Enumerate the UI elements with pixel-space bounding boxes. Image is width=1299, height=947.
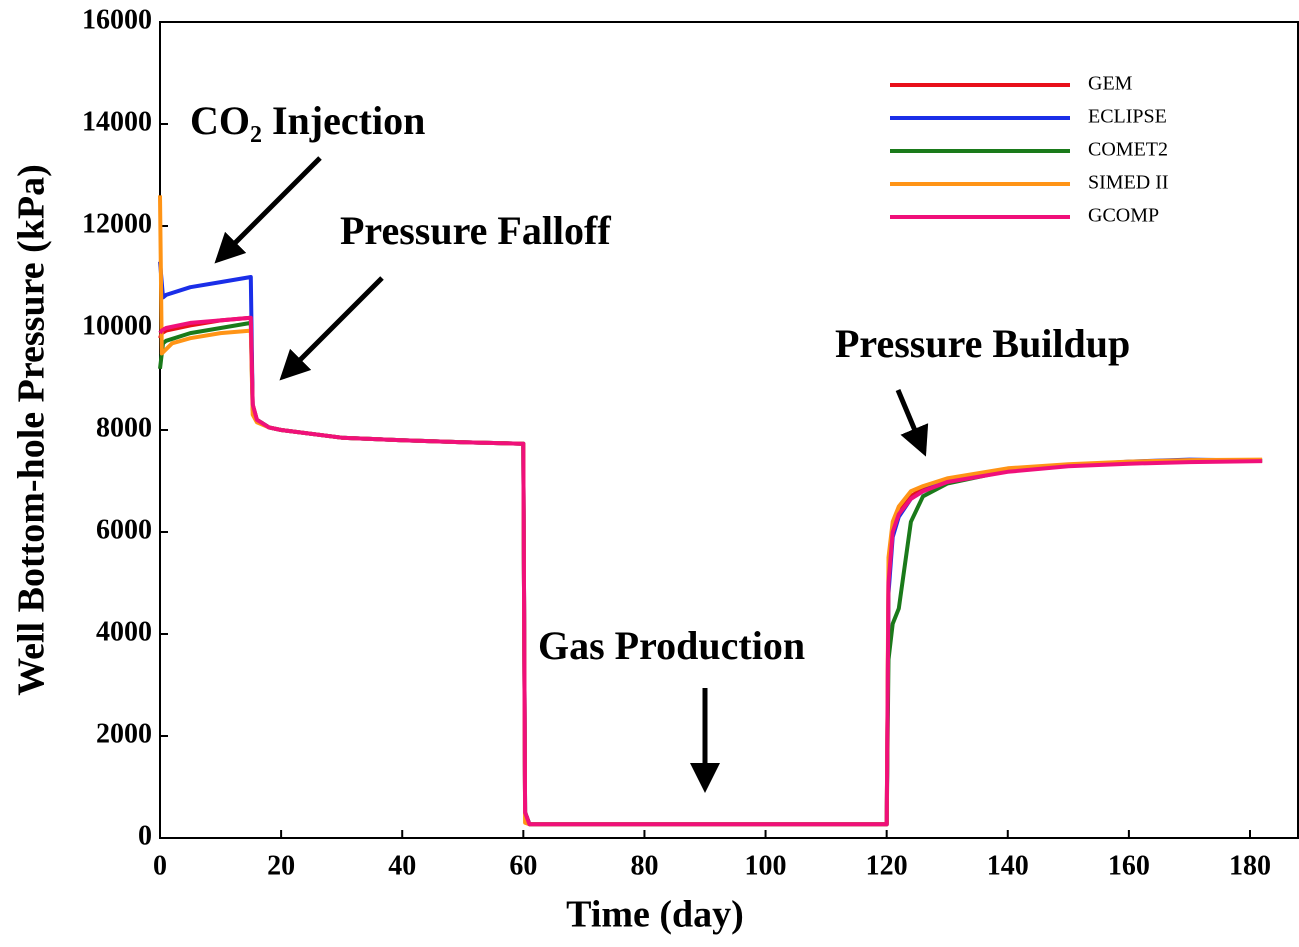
series-line [158,320,1263,827]
series-line [158,315,1263,827]
x-axis-label: Time (day) [566,894,744,936]
legend-label: ECLIPSE [1088,106,1167,128]
x-tick-label: 40 [388,850,416,881]
arrow [279,276,384,381]
x-tick-label: 60 [509,850,537,881]
x-tick-label: 120 [866,850,908,881]
x-tick-label: 100 [745,850,787,881]
legend-label: COMET2 [1088,139,1168,161]
annotation: Pressure Buildup [835,321,1130,366]
legend-label: SIMED II [1088,172,1169,194]
y-tick-label: 6000 [96,514,152,545]
series-line [158,315,1263,827]
arrow [214,156,322,264]
series-line [158,195,1263,827]
y-tick-label: 8000 [96,412,152,443]
y-tick-label: 16000 [82,4,152,35]
annotation: Pressure Falloff [340,208,611,253]
y-axis-label: Well Bottom-hole Pressure (kPa) [11,164,53,696]
annotation: Gas Production [538,623,805,668]
y-tick-label: 4000 [96,616,152,647]
y-tick-label: 0 [138,820,152,851]
legend-label: GEM [1088,73,1133,95]
x-tick-label: 140 [987,850,1029,881]
y-tick-label: 10000 [82,310,152,341]
x-tick-label: 0 [153,850,167,881]
x-tick-label: 160 [1108,850,1150,881]
annotation: CO₂ Injection [190,98,425,143]
x-tick-label: 20 [267,850,295,881]
y-tick-label: 2000 [96,718,152,749]
y-tick-label: 12000 [82,208,152,239]
legend-label: GCOMP [1088,205,1159,227]
x-tick-label: 80 [630,850,658,881]
x-tick-label: 180 [1229,850,1271,881]
y-tick-label: 14000 [82,106,152,137]
arrow [895,389,929,457]
arrows [214,156,929,793]
